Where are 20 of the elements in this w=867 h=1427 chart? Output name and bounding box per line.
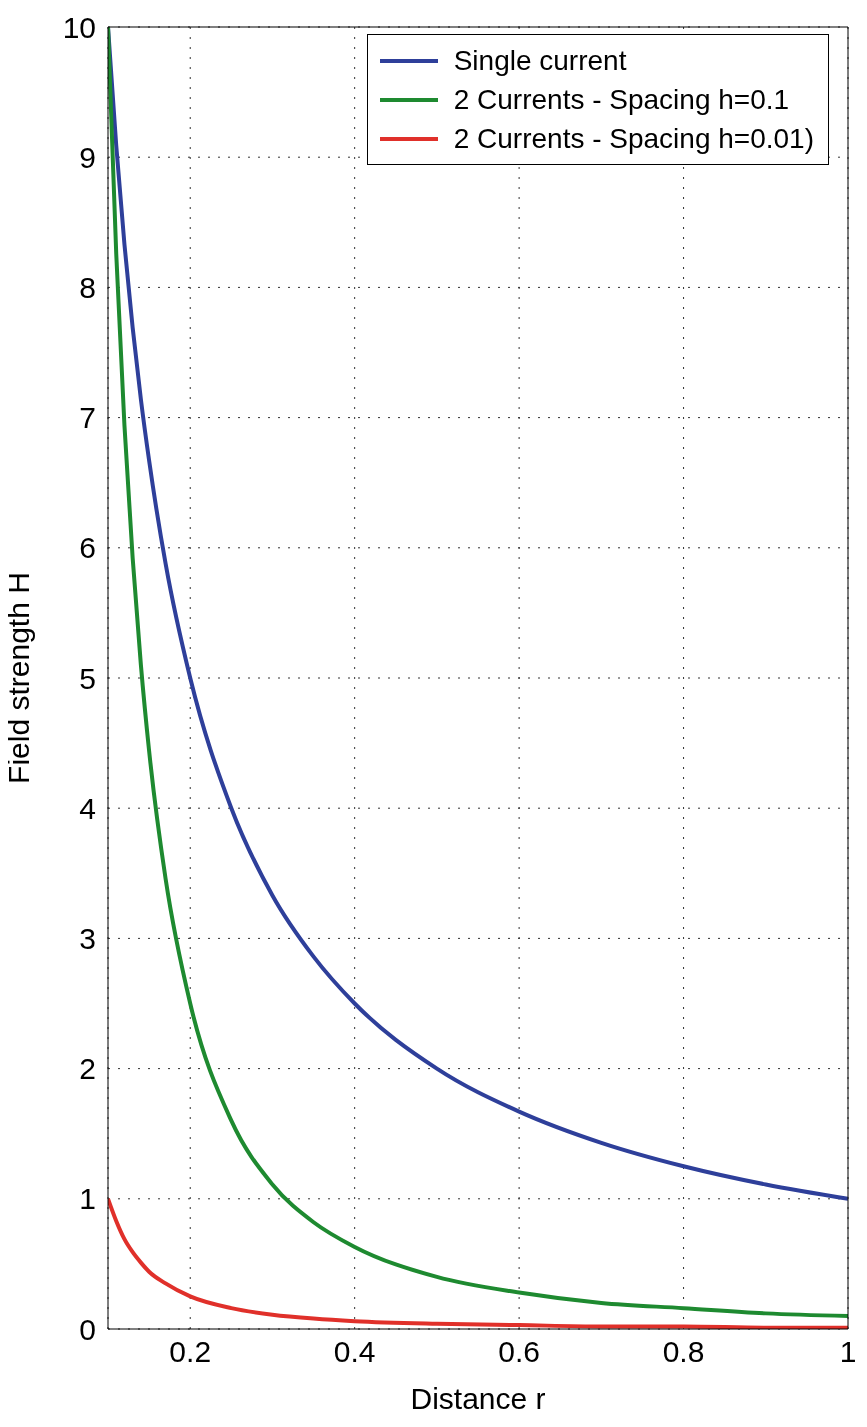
y-tick-label: 0 [79,1312,96,1346]
y-tick-label: 7 [79,401,96,435]
x-axis-title: Distance r [410,1382,546,1415]
x-tick-label: 1 [839,1335,857,1369]
x-tick-label: 0.4 [333,1335,376,1369]
x-tick-label: 0.8 [662,1335,705,1369]
legend-label: 2 Currents - Spacing h=0.01) [453,122,814,156]
legend-label: Single current [453,44,627,78]
y-tick-label: 2 [79,1052,96,1086]
y-tick-label: 3 [79,922,96,956]
y-tick-label: 9 [79,140,96,174]
y-tick-label: 8 [79,271,96,305]
y-tick-label: 1 [79,1182,96,1216]
legend-label: 2 Currents - Spacing h=0.1 [453,83,790,117]
y-tick-label: 10 [62,10,96,44]
y-tick-label: 5 [79,661,96,695]
x-tick-label: 0.2 [169,1335,212,1369]
y-tick-label: 6 [79,531,96,565]
y-tick-label: 4 [79,791,96,825]
x-tick-label: 0.6 [498,1335,540,1369]
